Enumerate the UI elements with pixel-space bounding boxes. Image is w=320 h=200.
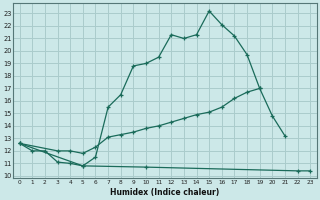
X-axis label: Humidex (Indice chaleur): Humidex (Indice chaleur)	[110, 188, 220, 197]
